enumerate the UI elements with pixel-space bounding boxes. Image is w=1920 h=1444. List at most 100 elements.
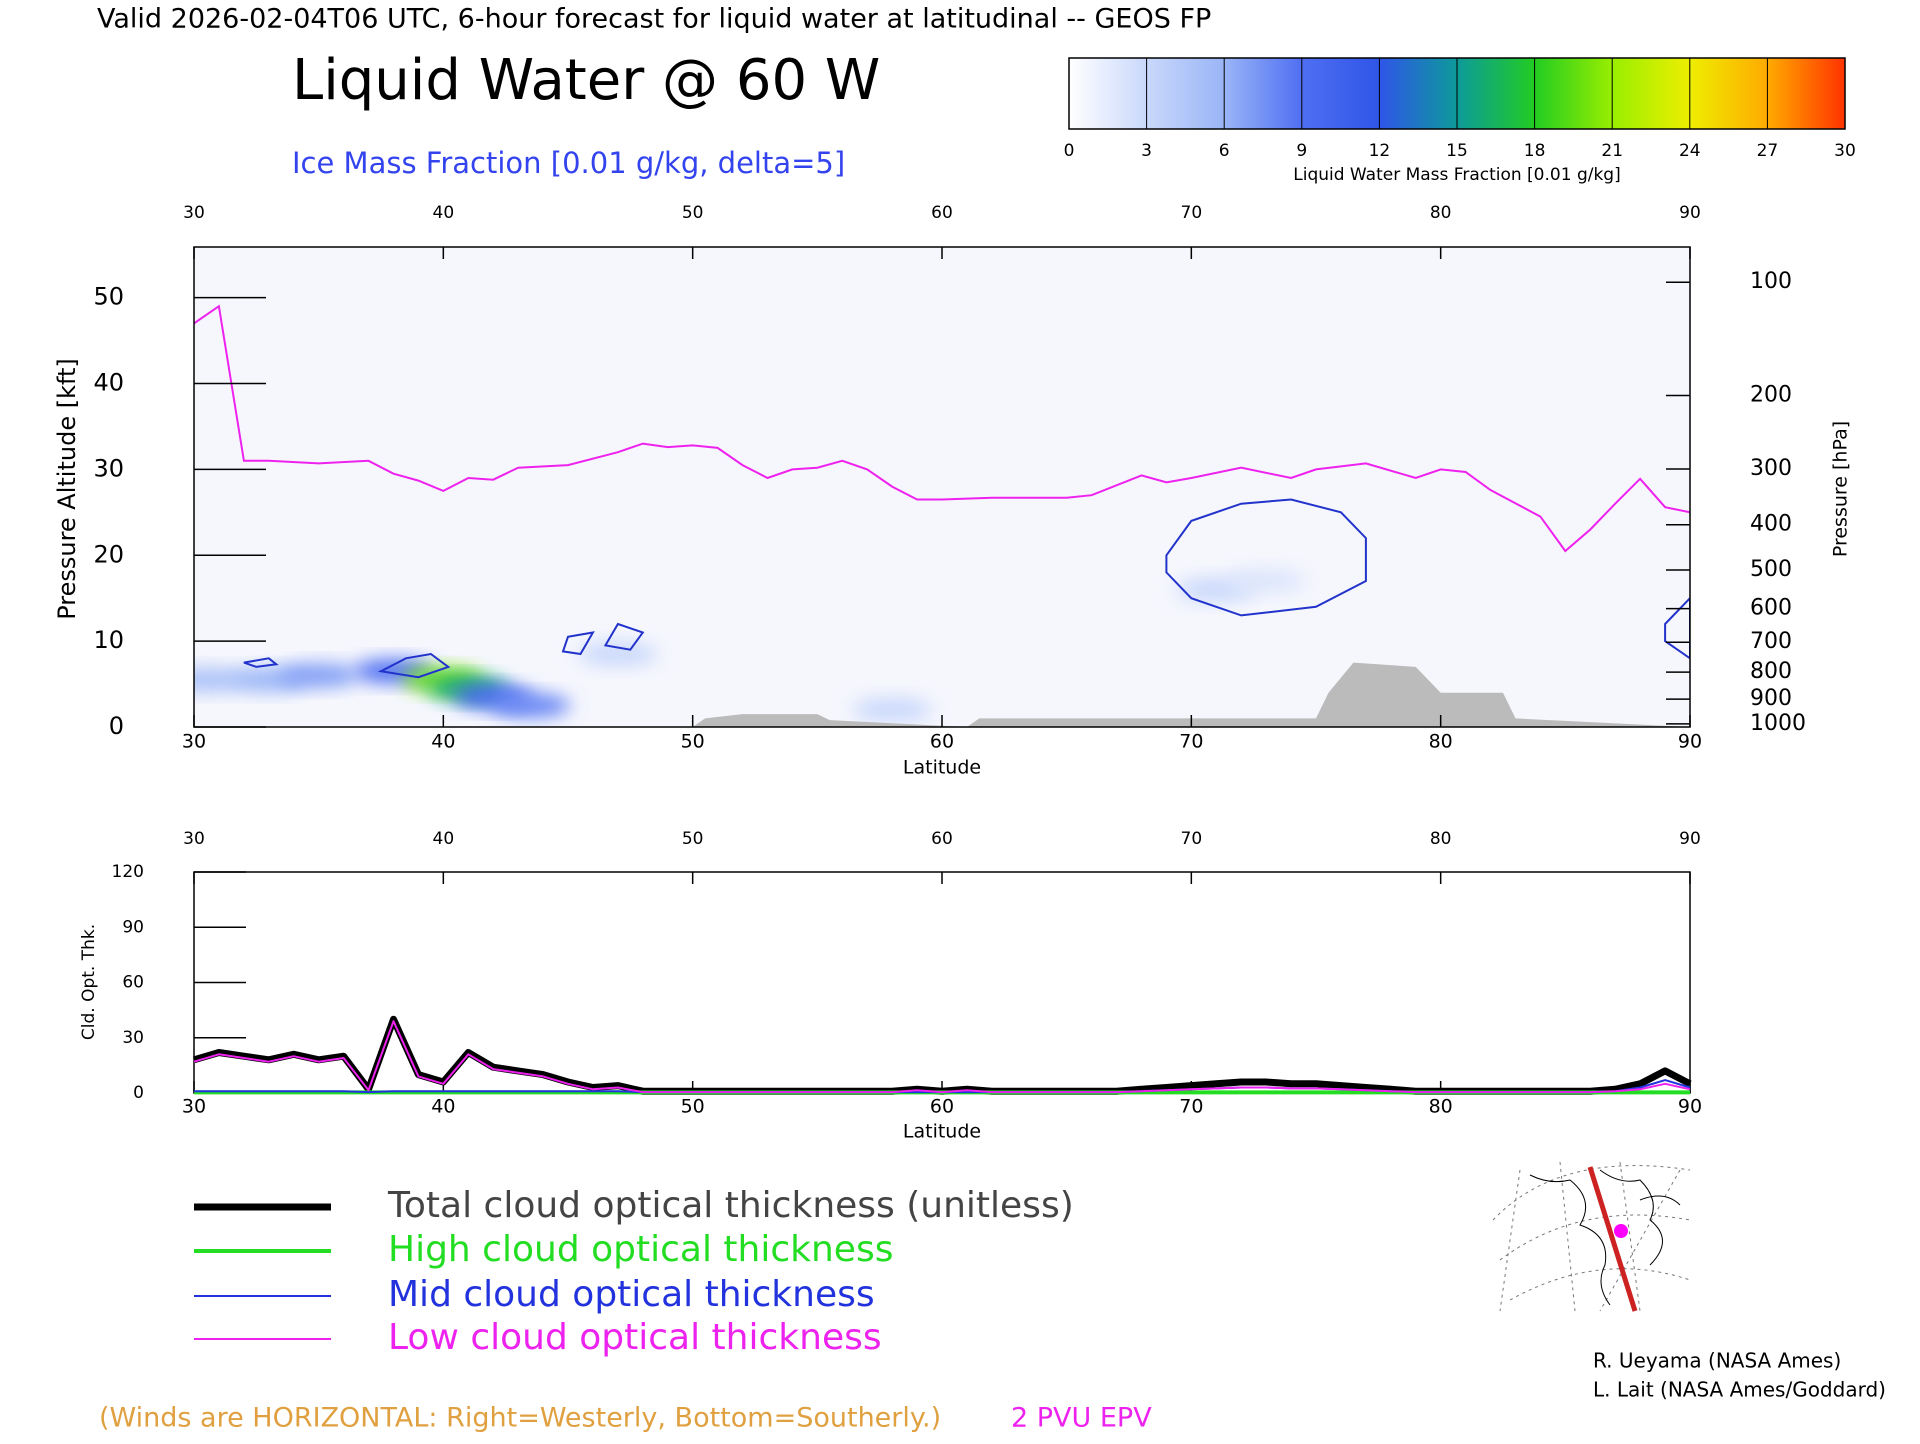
colorbar-tick-label: 3 — [1141, 141, 1152, 161]
colorbar-tick-label: 24 — [1679, 141, 1701, 161]
x-tick-label: 50 — [682, 829, 704, 849]
y-axis-label: Pressure Altitude [kft] — [53, 358, 81, 620]
y-tick-label: 20 — [93, 540, 124, 568]
y-tick-label: 90 — [122, 917, 144, 937]
liquid-water-cell — [852, 697, 933, 722]
colorbar-segment — [1379, 58, 1457, 129]
field-layer — [194, 304, 1690, 727]
y2-tick-label: 900 — [1750, 686, 1792, 711]
ice-contour — [1664, 596, 1690, 660]
colorbar-label: Liquid Water Mass Fraction [0.01 g/kg] — [1293, 165, 1620, 185]
x-tick-label: 90 — [1679, 203, 1701, 223]
x-tick-label: 50 — [681, 1096, 705, 1118]
ice-contour — [603, 622, 645, 651]
y2-tick-label: 400 — [1750, 512, 1792, 537]
x-tick-label: 40 — [431, 731, 455, 753]
ice-contour — [243, 657, 279, 668]
series-line — [193, 1015, 1692, 1095]
x-tick-label: 30 — [182, 1096, 206, 1118]
x-tick-label: 80 — [1430, 203, 1452, 223]
y2-tick-label: 300 — [1750, 456, 1792, 481]
colorbar-segment — [1767, 58, 1845, 129]
colorbar-segment — [1457, 58, 1535, 129]
terrain — [692, 662, 1690, 727]
x-tick-label: 80 — [1430, 829, 1452, 849]
x-tick-label: 40 — [433, 829, 455, 849]
y-tick-label: 30 — [93, 454, 124, 482]
y-tick-label: 40 — [93, 369, 124, 397]
y2-axis-label: Pressure [hPa] — [1830, 421, 1852, 557]
x-tick-label: 60 — [931, 203, 953, 223]
x-tick-label: 30 — [182, 731, 206, 753]
x-axis-label: Latitude — [903, 757, 981, 779]
colorbar-tick-label: 18 — [1524, 141, 1546, 161]
legend-label: Low cloud optical thickness — [388, 1317, 882, 1358]
x-tick-label: 90 — [1678, 1096, 1702, 1118]
y-tick-label: 120 — [112, 862, 144, 882]
legend-label: High cloud optical thickness — [388, 1229, 893, 1270]
colorbar-segment — [1301, 58, 1380, 129]
y2-tick-label: 600 — [1750, 596, 1792, 621]
legend-label: Total cloud optical thickness (unitless) — [387, 1185, 1074, 1226]
y-axis-label: Cld. Opt. Thk. — [79, 924, 99, 1040]
ice-contour — [377, 652, 451, 679]
x-tick-label: 60 — [930, 1096, 954, 1118]
liquid-water-cell — [278, 663, 359, 688]
x-tick-label: 70 — [1179, 731, 1203, 753]
x-tick-label: 80 — [1429, 1096, 1453, 1118]
y2-tick-label: 200 — [1750, 382, 1792, 407]
colorbar-tick-label: 6 — [1219, 141, 1230, 161]
x-tick-label: 70 — [1179, 1096, 1203, 1118]
colorbar-segment — [1069, 58, 1147, 129]
colorbar-segment — [1224, 58, 1302, 129]
x-tick-label: 40 — [433, 203, 455, 223]
plot-frame — [193, 871, 1691, 1094]
colorbar-tick-label: 9 — [1296, 141, 1307, 161]
header: Valid 2026-02-04T06 UTC, 6-hour forecast… — [97, 4, 1211, 35]
colorbar-segment — [1689, 58, 1768, 129]
colorbar-frame — [1068, 57, 1846, 130]
map-inset — [1492, 1161, 1691, 1312]
plot-background — [194, 247, 1690, 727]
x-tick-label: 70 — [1181, 203, 1203, 223]
x-axis-label: Latitude — [903, 1121, 981, 1143]
colorbar-tick-label: 0 — [1064, 141, 1075, 161]
epv-label: 2 PVU EPV — [1011, 1403, 1152, 1434]
credit: L. Lait (NASA Ames/Goddard) — [1593, 1378, 1886, 1402]
x-tick-label: 40 — [431, 1096, 455, 1118]
x-tick-label: 90 — [1679, 829, 1701, 849]
colorbar-segment — [1534, 58, 1613, 129]
chart-subtitle: Ice Mass Fraction [0.01 g/kg, delta=5] — [292, 146, 845, 180]
colorbar-segment — [1146, 58, 1225, 129]
x-tick-label: 60 — [931, 829, 953, 849]
y-tick-label: 50 — [93, 283, 124, 311]
series-line — [193, 1020, 1691, 1094]
y2-tick-label: 700 — [1750, 629, 1792, 654]
y2-tick-label: 800 — [1750, 659, 1792, 684]
liquid-water-cell — [490, 693, 571, 718]
x-tick-label: 60 — [930, 731, 954, 753]
x-tick-label: 80 — [1429, 731, 1453, 753]
colorbar-tick-label: 15 — [1446, 141, 1468, 161]
y-tick-label: 60 — [122, 973, 144, 993]
x-tick-label: 90 — [1678, 731, 1702, 753]
colorbar-segment — [1612, 58, 1690, 129]
wind-note: (Winds are HORIZONTAL: Right=Westerly, B… — [99, 1403, 941, 1434]
y-tick-label: 10 — [93, 626, 124, 654]
ice-contour — [561, 631, 595, 656]
legend-label: Mid cloud optical thickness — [388, 1274, 875, 1315]
colorbar-tick-label: 30 — [1834, 141, 1856, 161]
ice-contour — [1165, 498, 1367, 617]
x-tick-label: 50 — [682, 203, 704, 223]
y2-tick-label: 1000 — [1750, 711, 1806, 736]
credit: R. Ueyama (NASA Ames) — [1593, 1349, 1841, 1373]
liquid-water-cell — [194, 667, 247, 692]
epv-line — [194, 304, 1690, 553]
y-tick-label: 30 — [122, 1028, 144, 1048]
colorbar-tick-label: 27 — [1757, 141, 1779, 161]
x-tick-label: 30 — [183, 829, 205, 849]
y2-tick-label: 500 — [1750, 557, 1792, 582]
liquid-water-cell — [577, 642, 658, 667]
colorbar-tick-label: 12 — [1369, 141, 1391, 161]
